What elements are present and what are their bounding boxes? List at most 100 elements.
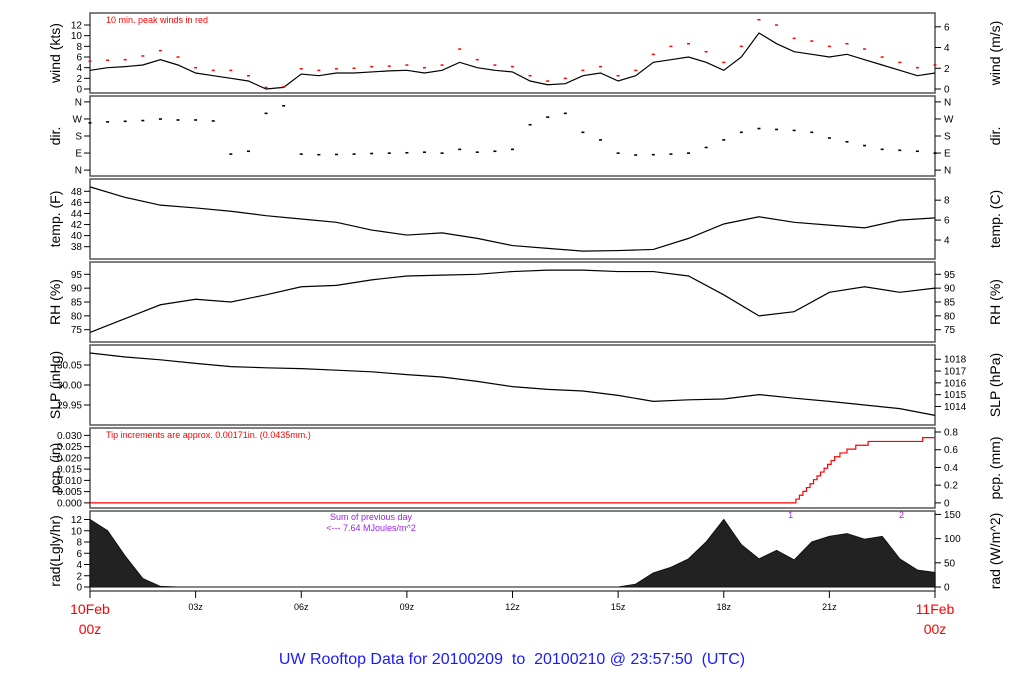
xtick-label: 09z — [400, 602, 415, 612]
wind-ytick-label: 10 — [71, 31, 83, 42]
dir-point — [827, 137, 831, 139]
wind-ylabel: wind (kts) — [47, 23, 63, 84]
rad-ylabel-right: rad (W/m^2) — [987, 513, 1003, 590]
wind-peak-point — [739, 45, 743, 48]
pcp-annotation: Tip increments are approx. 0.00171in. (0… — [106, 430, 311, 440]
rh-line — [89, 269, 936, 334]
dir-ytick-label: N — [75, 97, 82, 108]
dir-point — [211, 120, 215, 122]
wind-annotation: 10 min. peak winds in red — [106, 15, 208, 25]
wind-peak-point — [299, 68, 303, 70]
dir-point — [246, 150, 250, 153]
wind-peak-point — [405, 64, 409, 66]
dir-point — [845, 140, 849, 143]
dir-point — [792, 129, 796, 132]
wind-peak-point — [546, 80, 550, 82]
dir-point — [352, 153, 356, 155]
wind-ytick-label: 4 — [76, 63, 82, 74]
wind-peak-point — [651, 53, 655, 56]
xtick-label: 21z — [822, 602, 837, 612]
rad-ytick-label: 2 — [76, 571, 82, 582]
dir-point — [651, 153, 655, 156]
dir-point — [880, 148, 884, 151]
wind-peak-point — [511, 65, 514, 68]
xtick-label: 06z — [294, 602, 309, 612]
rad-ytick-label: 0 — [76, 583, 82, 594]
wind-ytick-right-label: 2 — [944, 64, 950, 75]
rh-ytick-right-label: 85 — [944, 298, 956, 309]
dir-point — [334, 153, 338, 156]
wind-peak-point — [211, 69, 215, 72]
wind-ytick-label: 6 — [76, 53, 82, 64]
wind-peak-point — [352, 67, 356, 69]
wind-peak-point — [422, 66, 426, 69]
rad-annotation-sum: <--- 7.64 MJoules/m^2 — [326, 523, 416, 533]
wind-peak-point — [722, 61, 726, 64]
rad-ytick-label: 12 — [71, 515, 83, 526]
temp-line — [89, 186, 936, 252]
dir-point — [863, 144, 867, 147]
rh-ytick-label: 80 — [71, 311, 83, 322]
slp-ylabel: SLP (inHg) — [47, 351, 63, 419]
pcp-day-marker: 1 — [788, 510, 793, 520]
dir-point — [546, 116, 550, 118]
dir-ytick-right-label: N — [944, 166, 951, 177]
wind-peak-point — [863, 48, 867, 50]
dir-point — [194, 119, 198, 121]
temp-ytick-right-label: 4 — [944, 236, 950, 247]
wind-peak-point — [123, 58, 127, 61]
dir-point — [687, 152, 691, 154]
temp-ytick-label: 46 — [71, 198, 83, 209]
dir-point — [123, 120, 127, 123]
wind-ytick-label: 8 — [76, 42, 82, 53]
dir-point — [422, 151, 426, 154]
xtick-label: 12z — [505, 602, 520, 612]
slp-line — [89, 352, 936, 416]
slp-ytick-right-label: 1016 — [944, 378, 967, 389]
rh-ytick-right-label: 75 — [944, 325, 956, 336]
rh-ytick-label: 90 — [71, 284, 83, 295]
rad-area — [89, 518, 936, 588]
pcp-panel-frame — [89, 427, 936, 509]
pcp-day-marker: 2 — [899, 510, 904, 520]
dir-point — [563, 112, 567, 115]
temp-ytick-right-label: 6 — [944, 216, 950, 227]
rad-ylabel: rad(Lgly/hr) — [47, 515, 63, 587]
pcp-ylabel: pcp. (in) — [47, 443, 63, 494]
dir-point — [88, 122, 92, 124]
dir-point — [722, 139, 726, 141]
rh-series — [89, 269, 936, 334]
dir-point — [581, 131, 585, 134]
wind-ytick-label: 12 — [71, 21, 83, 32]
xtick-label: 03z — [188, 602, 203, 612]
wind-peak-point — [581, 69, 585, 72]
dir-point — [440, 152, 444, 154]
xtick-date-hour-label: 00z — [924, 621, 947, 637]
rad-ytick-label: 10 — [71, 526, 83, 537]
dir-point — [475, 151, 479, 154]
dir-point — [176, 119, 180, 121]
wind-ytick-label: 0 — [76, 85, 82, 96]
temp-ytick-label: 40 — [71, 231, 83, 242]
xtick-date-label: 10Feb — [70, 601, 110, 617]
wind-peak-point — [317, 69, 321, 72]
dir-point — [757, 127, 761, 130]
dir-ytick-label: N — [75, 166, 82, 177]
slp-ylabel-right: SLP (hPa) — [987, 353, 1003, 417]
dir-point — [528, 123, 532, 126]
temp-ytick-right-label: 8 — [944, 196, 950, 207]
wind-peak-point — [528, 74, 532, 77]
rh-ylabel: RH (%) — [47, 279, 63, 325]
dir-ytick-right-label: E — [944, 149, 951, 160]
temp-ylabel: temp. (F) — [47, 191, 63, 248]
wind-peak-point — [880, 56, 884, 58]
wind-peak-point — [915, 66, 919, 69]
pcp-ytick-right-label: 0.8 — [944, 428, 958, 439]
rad-ytick-label: 4 — [76, 560, 82, 571]
dir-point — [599, 139, 603, 141]
pcp-ytick-label: 0.005 — [57, 487, 82, 498]
wind-series — [88, 18, 937, 90]
dir-point — [106, 121, 110, 123]
wind-ytick-label: 2 — [76, 74, 82, 85]
